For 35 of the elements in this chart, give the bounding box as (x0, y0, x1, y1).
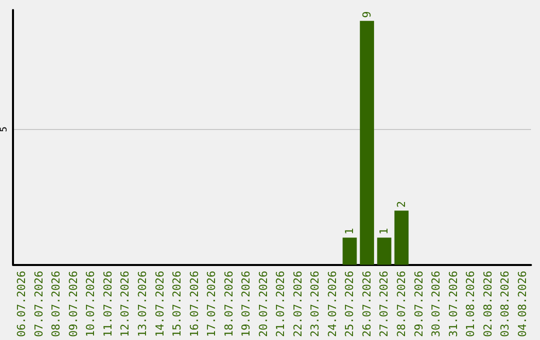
x-tick-label: 07.07.2026 (32, 270, 46, 338)
x-tick-label: 06.07.2026 (15, 270, 28, 338)
x-tick-label: 15.07.2026 (170, 270, 184, 338)
x-tick-label: 09.07.2026 (66, 270, 80, 338)
x-tick-label: 01.08.2026 (464, 270, 478, 338)
data-label: 1 (378, 228, 391, 235)
data-label: 1 (343, 228, 356, 235)
x-tick-label: 12.07.2026 (118, 270, 132, 338)
x-tick-label: 17.07.2026 (205, 270, 218, 338)
data-label: 9 (360, 11, 374, 18)
x-tick-label: 02.08.2026 (481, 270, 494, 338)
y-tick-label: 5 (0, 126, 10, 132)
x-tick-label: 26.07.2026 (360, 270, 374, 338)
x-tick-label: 18.07.2026 (222, 270, 236, 338)
data-label: 2 (395, 200, 408, 208)
x-tick-label: 14.07.2026 (153, 270, 166, 338)
x-tick-label: 08.07.2026 (50, 270, 63, 338)
x-tick-label: 10.07.2026 (84, 270, 98, 338)
x-tick-label: 16.07.2026 (188, 270, 201, 338)
x-tick-label: 11.07.2026 (101, 270, 114, 338)
x-tick-label: 22.07.2026 (291, 270, 304, 338)
x-tick-label: 29.07.2026 (412, 270, 426, 338)
x-tick-label: 27.07.2026 (378, 270, 391, 338)
x-tick-label: 28.07.2026 (395, 270, 408, 338)
x-tick-label: 03.08.2026 (498, 270, 512, 338)
x-tick-label: 13.07.2026 (136, 270, 149, 338)
x-tick-label: 30.07.2026 (430, 270, 443, 338)
x-tick-label: 24.07.2026 (326, 270, 339, 338)
x-tick-label: 21.07.2026 (274, 270, 288, 338)
x-tick-label: 23.07.2026 (308, 270, 322, 338)
x-tick-label: 20.07.2026 (256, 270, 270, 338)
x-tick-label: 25.07.2026 (343, 270, 356, 338)
x-tick-label: 19.07.2026 (240, 270, 253, 338)
x-tick-label: 31.07.2026 (446, 270, 460, 338)
x-tick-label: 04.08.2026 (516, 270, 529, 338)
